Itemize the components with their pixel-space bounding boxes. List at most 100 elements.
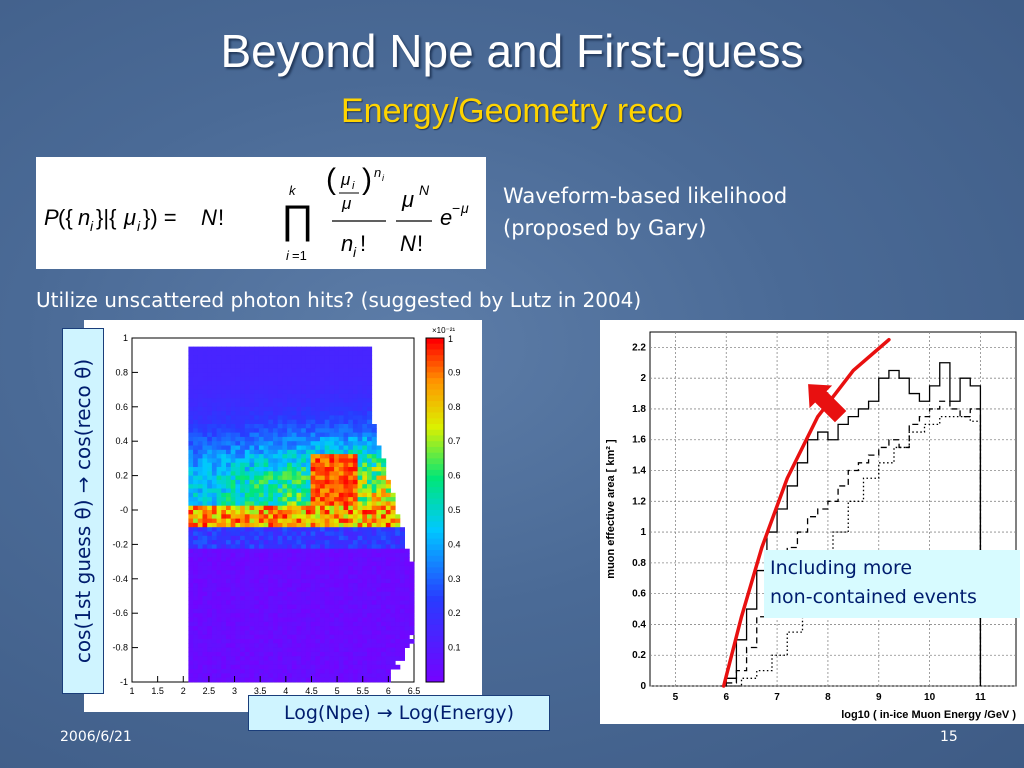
heatmap-cell	[381, 600, 387, 605]
colorbar-segment	[426, 475, 444, 482]
heatmap-cell	[277, 393, 283, 399]
heatmap-cell	[315, 479, 321, 485]
heatmap-cell	[376, 484, 382, 489]
heatmap-cell	[385, 548, 391, 554]
heatmap-cell	[221, 634, 227, 640]
heatmap-x-tick-label: 4.5	[305, 686, 318, 696]
heatmap-cell	[268, 518, 274, 524]
heatmap-cell	[338, 432, 344, 438]
heatmap-cell	[230, 544, 236, 550]
heatmap-cell	[296, 630, 302, 636]
colorbar-segment	[426, 372, 444, 379]
heatmap-cell	[287, 389, 293, 395]
heatmap-cell	[277, 630, 283, 636]
heatmap-cell	[263, 587, 269, 593]
heatmap-cell	[296, 561, 302, 567]
heatmap-cell	[357, 393, 363, 399]
heatmap-cell	[263, 449, 269, 455]
heatmap-cell	[249, 634, 255, 640]
heatmap-cell	[211, 639, 217, 644]
heatmap-cell	[258, 458, 264, 464]
heatmap-cell	[249, 639, 255, 644]
heatmap-cell	[376, 449, 382, 455]
heatmap-cell	[376, 501, 382, 507]
heatmap-cell	[310, 527, 316, 532]
heatmap-cell	[334, 389, 340, 395]
heatmap-cell	[371, 604, 377, 610]
heatmap-cell	[273, 346, 279, 352]
heatmap-cell	[291, 368, 297, 373]
heatmap-cell	[315, 591, 321, 597]
heatmap-cell	[352, 535, 358, 541]
heatmap-cell	[305, 402, 311, 408]
heatmap-cell	[291, 574, 297, 580]
heatmap-x-tick-label: 2.5	[203, 686, 216, 696]
svg-text:N: N	[419, 182, 430, 198]
heatmap-cell	[291, 436, 297, 442]
heatmap-cell	[409, 574, 415, 580]
heatmap-cell	[263, 372, 269, 378]
red-arrow-shape	[808, 384, 847, 423]
heatmap-cell	[226, 548, 232, 554]
heatmap-cell	[282, 596, 288, 601]
heatmap-cell	[357, 587, 363, 593]
heatmap-cell	[376, 540, 382, 545]
heatmap-cell	[367, 454, 373, 459]
heatmap-cell	[315, 501, 321, 507]
heatmap-cell	[324, 411, 330, 416]
heatmap-cell	[207, 424, 213, 429]
heatmap-cell	[221, 441, 227, 446]
heatmap-cell	[235, 664, 241, 670]
heatmap-cell	[235, 514, 241, 519]
heatmap-cell	[263, 381, 269, 386]
heatmap-cell	[235, 415, 241, 421]
heatmap-cell	[338, 518, 344, 524]
colorbar-top-label: 1	[448, 334, 453, 344]
heatmap-cell	[310, 471, 316, 476]
heatmap-cell	[249, 651, 255, 657]
heatmap-cell	[324, 484, 330, 489]
heatmap-cell	[263, 467, 269, 472]
heatmap-cell	[188, 462, 194, 468]
heatmap-cell	[235, 488, 241, 494]
heatmap-cell	[381, 669, 387, 674]
heatmap-cell	[352, 518, 358, 524]
heatmap-cell	[348, 449, 354, 455]
heatmap-cell	[399, 643, 405, 648]
heatmap-cell	[226, 436, 232, 442]
heatmap-cell	[216, 643, 222, 648]
heatmap-cell	[197, 368, 203, 373]
heatmap-cell	[343, 669, 349, 674]
heatmap-cell	[273, 510, 279, 515]
heatmap-cell	[357, 540, 363, 545]
heatmap-cell	[230, 587, 236, 593]
heatmap-cell	[343, 467, 349, 472]
heatmap-cell	[385, 604, 391, 610]
heatmap-cell	[244, 402, 250, 408]
heatmap-cell	[197, 591, 203, 597]
heatmap-cell	[263, 634, 269, 640]
heatmap-cell	[287, 587, 293, 593]
heatmap-cell	[277, 561, 283, 567]
heatmap-cell	[334, 531, 340, 537]
heatmap-cell	[240, 553, 246, 558]
heatmap-cell	[193, 454, 199, 459]
heatmap-cell	[343, 677, 349, 683]
heatmap-cell	[395, 535, 401, 541]
colorbar-segment	[426, 343, 444, 350]
heatmap-cell	[244, 475, 250, 481]
heatmap-cell	[277, 436, 283, 442]
heatmap-cell	[254, 647, 260, 653]
heatmap-cell	[211, 510, 217, 515]
heatmap-cell	[211, 385, 217, 390]
heatmap-cell	[296, 419, 302, 425]
heatmap-cell	[216, 432, 222, 438]
heatmap-cell	[197, 647, 203, 653]
heatmap-cell	[376, 604, 382, 610]
heatmap-cell	[371, 570, 377, 575]
heatmap-cell	[315, 630, 321, 636]
heatmap-cell	[352, 583, 358, 588]
heatmap-cell	[362, 583, 368, 588]
heatmap-cell	[230, 578, 236, 584]
heatmap-cell	[367, 553, 373, 558]
